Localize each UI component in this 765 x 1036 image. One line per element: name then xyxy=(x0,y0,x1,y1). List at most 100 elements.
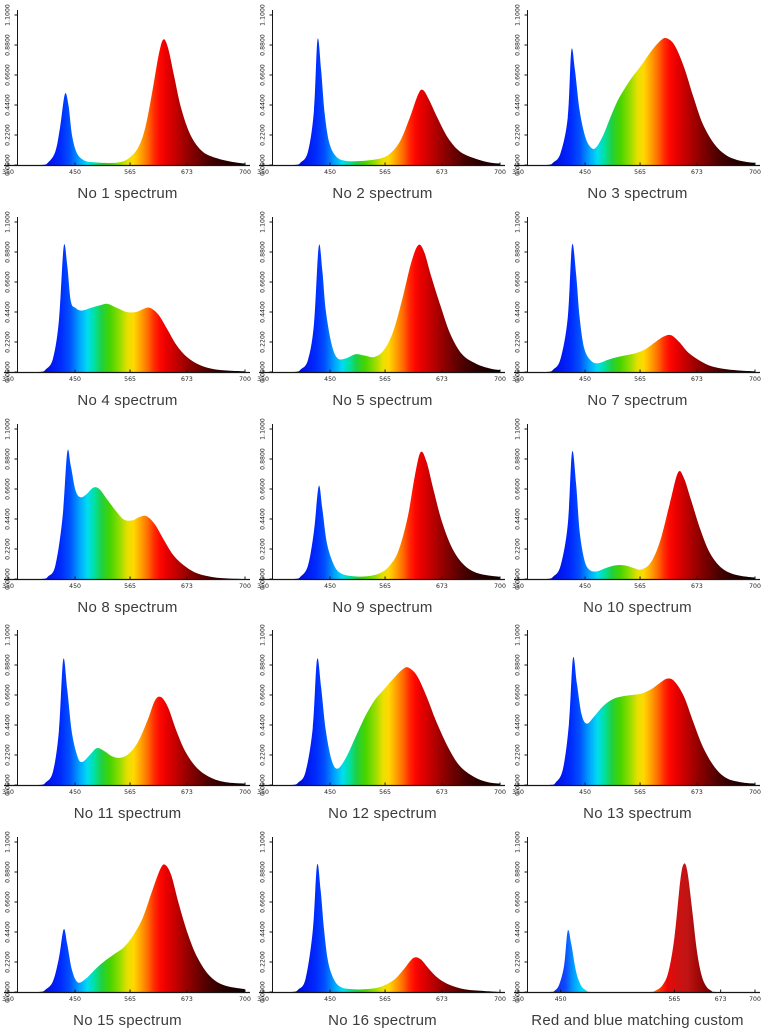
chart-cell-no-4: 0.00000.22000.44000.66000.88001.10003504… xyxy=(0,209,255,416)
x-tick-label: 565 xyxy=(124,583,136,590)
y-tick-label: 0.4400 xyxy=(260,94,267,116)
x-tick-label: 350 xyxy=(257,583,269,590)
spectrum-plot-no-16: 0.00000.22000.44000.66000.88001.10003504… xyxy=(257,831,506,1003)
x-tick-label: 700 xyxy=(494,583,506,590)
chart-cell-no-10: 0.00000.22000.44000.66000.88001.10003504… xyxy=(510,416,765,623)
x-tick-label: 673 xyxy=(691,376,703,383)
spectrum-curve xyxy=(8,39,245,165)
x-tick-label: 700 xyxy=(494,376,506,383)
x-tick-label: 350 xyxy=(512,789,524,796)
y-tick-label: 1.1000 xyxy=(260,4,267,26)
y-tick-label: 1.1000 xyxy=(515,625,522,647)
y-tick-label: 0.4400 xyxy=(260,508,267,530)
x-tick-label: 350 xyxy=(2,583,14,590)
y-tick-label: 0.6600 xyxy=(5,891,12,913)
chart-cell-no-9: 0.00000.22000.44000.66000.88001.10003504… xyxy=(255,416,510,623)
x-tick-label: 700 xyxy=(239,996,251,1003)
y-tick-label: 0.2200 xyxy=(260,745,267,767)
y-tick-label: 0.6600 xyxy=(515,685,522,707)
chart-cell-no-13: 0.00000.22000.44000.66000.88001.10003504… xyxy=(510,622,765,829)
x-tick-label: 565 xyxy=(634,169,646,176)
y-tick-label: 0.8800 xyxy=(260,448,267,470)
y-tick-label: 0.6600 xyxy=(515,891,522,913)
x-tick-label: 450 xyxy=(324,376,336,383)
y-tick-label: 0.8800 xyxy=(260,241,267,263)
x-tick-label: 700 xyxy=(239,583,251,590)
y-tick-label: 1.1000 xyxy=(5,4,12,26)
y-tick-label: 0.2200 xyxy=(5,124,12,146)
y-tick-label: 0.2200 xyxy=(260,538,267,560)
x-tick-label: 450 xyxy=(69,169,81,176)
y-tick-label: 0.8800 xyxy=(515,34,522,56)
x-tick-label: 565 xyxy=(379,789,391,796)
chart-caption-no-9: No 9 spectrum xyxy=(332,598,433,616)
spectrum-plot-no-10: 0.00000.22000.44000.66000.88001.10003504… xyxy=(512,418,761,590)
y-tick-label: 0.4400 xyxy=(5,508,12,530)
y-tick-label: 0.8800 xyxy=(260,655,267,677)
x-tick-label: 700 xyxy=(239,376,251,383)
spectrum-curve xyxy=(8,449,245,579)
chart-caption-no-4: No 4 spectrum xyxy=(77,391,178,409)
y-tick-label: 1.1000 xyxy=(515,418,522,440)
y-tick-label: 0.8800 xyxy=(5,861,12,883)
spectrum-curve xyxy=(8,864,245,993)
y-tick-label: 0.2200 xyxy=(5,951,12,973)
spectrum-curve xyxy=(8,658,245,786)
x-tick-label: 350 xyxy=(2,789,14,796)
x-tick-label: 673 xyxy=(181,583,193,590)
x-tick-label: 673 xyxy=(436,996,448,1003)
x-tick-label: 673 xyxy=(691,169,703,176)
y-tick-label: 0.4400 xyxy=(5,301,12,323)
chart-caption-no-7: No 7 spectrum xyxy=(587,391,688,409)
y-tick-label: 0.6600 xyxy=(260,271,267,293)
x-tick-label: 450 xyxy=(579,169,591,176)
x-tick-label: 673 xyxy=(436,789,448,796)
x-tick-label: 700 xyxy=(749,169,761,176)
x-tick-label: 450 xyxy=(324,169,336,176)
y-tick-label: 0.4400 xyxy=(5,715,12,737)
y-tick-label: 0.6600 xyxy=(260,685,267,707)
x-tick-label: 673 xyxy=(715,996,727,1003)
y-tick-label: 0.8800 xyxy=(515,241,522,263)
x-tick-label: 565 xyxy=(379,376,391,383)
x-tick-label: 450 xyxy=(555,996,567,1003)
x-tick-label: 450 xyxy=(579,376,591,383)
x-tick-label: 673 xyxy=(436,169,448,176)
x-tick-label: 350 xyxy=(512,583,524,590)
y-tick-label: 0.6600 xyxy=(5,271,12,293)
y-tick-label: 1.1000 xyxy=(515,211,522,233)
chart-caption-no-1: No 1 spectrum xyxy=(77,185,178,202)
chart-caption-no-12: No 12 spectrum xyxy=(328,805,437,823)
spectrum-curve xyxy=(263,451,500,579)
x-tick-label: 565 xyxy=(124,169,136,176)
y-tick-label: 1.1000 xyxy=(515,4,522,26)
spectrum-plot-no-9: 0.00000.22000.44000.66000.88001.10003504… xyxy=(257,418,506,590)
chart-cell-no-2: 0.00000.22000.44000.66000.88001.10003504… xyxy=(255,2,510,209)
x-tick-label: 450 xyxy=(324,789,336,796)
x-tick-label: 450 xyxy=(69,583,81,590)
x-tick-label: 450 xyxy=(579,583,591,590)
x-tick-label: 700 xyxy=(749,789,761,796)
x-tick-label: 673 xyxy=(691,583,703,590)
x-tick-label: 350 xyxy=(2,376,14,383)
chart-caption-no-13: No 13 spectrum xyxy=(583,805,692,823)
x-tick-label: 350 xyxy=(257,169,269,176)
y-tick-label: 0.2200 xyxy=(515,538,522,560)
x-tick-label: 565 xyxy=(379,169,391,176)
y-tick-label: 0.8800 xyxy=(515,655,522,677)
spectrum-plot-red-blue-custom: 0.00000.22000.44000.66000.88001.10003504… xyxy=(512,831,761,1003)
y-tick-label: 0.4400 xyxy=(5,94,12,116)
y-tick-label: 0.6600 xyxy=(260,64,267,86)
chart-cell-no-7: 0.00000.22000.44000.66000.88001.10003504… xyxy=(510,209,765,416)
x-tick-label: 565 xyxy=(379,996,391,1003)
y-tick-label: 0.8800 xyxy=(515,861,522,883)
spectrum-plot-no-11: 0.00000.22000.44000.66000.88001.10003504… xyxy=(2,625,251,797)
y-tick-label: 0.4400 xyxy=(260,301,267,323)
y-tick-label: 1.1000 xyxy=(5,211,12,233)
chart-caption-no-3: No 3 spectrum xyxy=(587,185,688,202)
x-tick-label: 450 xyxy=(69,996,81,1003)
chart-cell-no-3: 0.00000.22000.44000.66000.88001.10003504… xyxy=(510,2,765,209)
spectrum-plot-no-8: 0.00000.22000.44000.66000.88001.10003504… xyxy=(2,418,251,590)
spectrum-plot-no-12: 0.00000.22000.44000.66000.88001.10003504… xyxy=(257,625,506,797)
y-tick-label: 0.6600 xyxy=(5,64,12,86)
